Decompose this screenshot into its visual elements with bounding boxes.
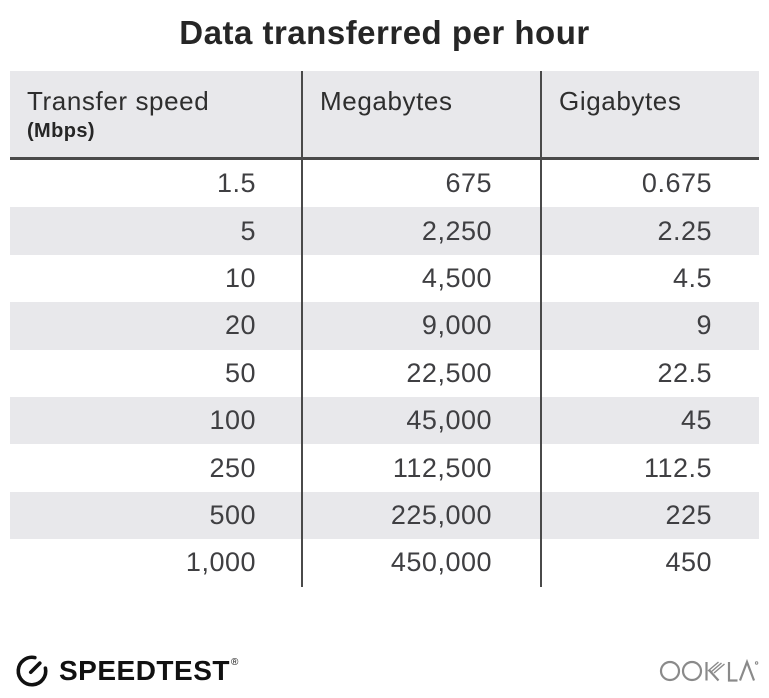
cell-transfer-speed: 100 [209,405,256,436]
table-row: 1.5 675 0.675 [10,160,759,208]
cell-transfer-speed: 250 [209,452,256,483]
header-transfer-speed: Transfer speed (Mbps) [10,71,301,157]
header-sublabel: (Mbps) [27,120,95,142]
cell-megabytes: 2,250 [301,207,540,255]
cell-transfer-speed: 1.5 [216,168,256,199]
cell-megabytes: 225,000 [301,491,540,540]
table-row: 500 225,000 225 [10,491,759,540]
cell-gigabytes: 450 [540,539,759,587]
header-megabytes: Megabytes [301,71,540,157]
footer: SPEEDTEST ® OOKLA [13,648,759,694]
cell-megabytes: 675 [301,160,540,208]
cell-megabytes: 9,000 [301,302,540,350]
data-table: Transfer speed (Mbps) Megabytes Gigabyte… [10,71,759,587]
cell-gigabytes: 9 [540,302,759,350]
cell-transfer-speed: 500 [209,499,256,530]
table-row: 20 9,000 9 [10,302,759,350]
cell-transfer-speed: 50 [224,357,256,388]
table-row: 10 4,500 4.5 [10,254,759,303]
speedtest-logo: SPEEDTEST ® [13,652,238,690]
header-label: Gigabytes [559,86,682,116]
cell-gigabytes: 22.5 [540,349,759,397]
table-row: 250 112,500 112.5 [10,444,759,492]
ookla-logo: OOKLA [659,656,759,686]
cell-transfer-speed: 10 [224,262,256,293]
table-row: 50 22,500 22.5 [10,349,759,397]
cell-transfer-speed: 1,000 [185,547,256,578]
cell-megabytes: 450,000 [301,539,540,587]
speedtest-wordmark: SPEEDTEST [59,655,230,686]
cell-transfer-speed: 5 [240,215,256,246]
table-header-row: Transfer speed (Mbps) Megabytes Gigabyte… [10,71,759,160]
cell-gigabytes: 45 [540,396,759,445]
cell-megabytes: 45,000 [301,396,540,445]
ookla-wordmark-icon [659,658,759,682]
header-label: Transfer speed [27,86,210,116]
cell-gigabytes: 2.25 [540,207,759,255]
cell-megabytes: 4,500 [301,254,540,303]
cell-gigabytes: 0.675 [540,160,759,208]
cell-megabytes: 112,500 [301,444,540,492]
header-label: Megabytes [320,86,453,116]
page-title: Data transferred per hour [179,14,590,51]
cell-gigabytes: 225 [540,491,759,540]
header-gigabytes: Gigabytes [540,71,759,157]
table-row: 5 2,250 2.25 [10,207,759,255]
table-row: 100 45,000 45 [10,396,759,445]
table-body: 1.5 675 0.675 5 2,250 2.25 10 4,500 4.5 20 9,000 9 5… [10,160,759,587]
table-row: 1,000 450,000 450 [10,539,759,587]
registered-trademark-icon: ® [230,657,239,668]
cell-transfer-speed: 20 [224,310,256,341]
speedtest-gauge-icon [16,655,48,687]
cell-gigabytes: 112.5 [540,444,759,492]
cell-gigabytes: 4.5 [540,254,759,303]
cell-megabytes: 22,500 [301,349,540,397]
